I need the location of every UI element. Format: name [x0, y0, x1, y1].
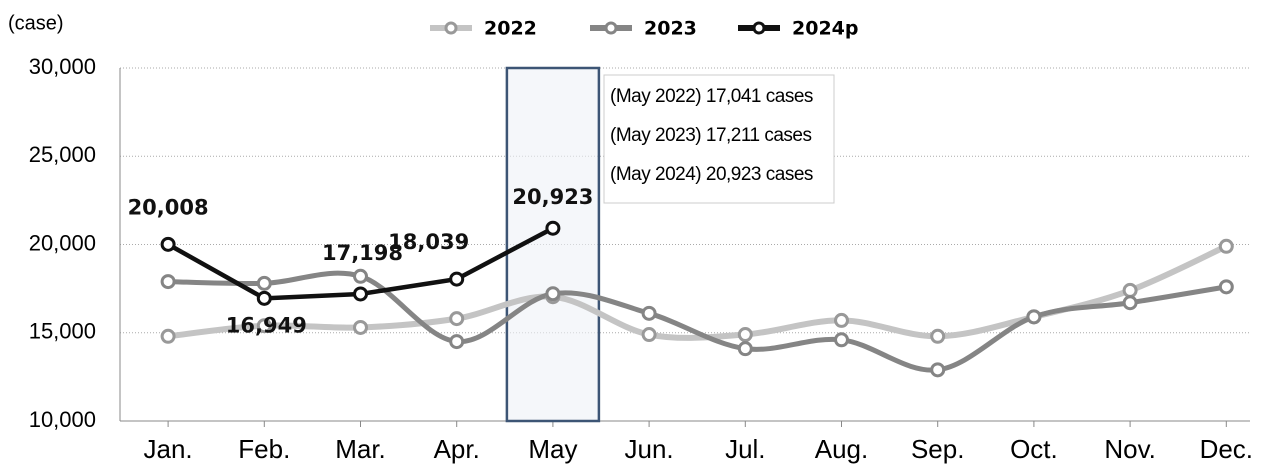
- marker: [641, 327, 657, 343]
- x-tick-label: Apr.: [434, 434, 480, 464]
- x-tick-label: Jul.: [725, 434, 765, 464]
- y-tick-label: 30,000: [29, 54, 96, 79]
- y-tick-label: 15,000: [29, 319, 96, 344]
- marker: [737, 327, 753, 343]
- annotation: (May 2024) 20,923 cases: [610, 164, 813, 185]
- annotation: (May 2023) 17,211 cases: [610, 125, 812, 146]
- annotation: (May 2022) 17,041 cases: [610, 86, 813, 107]
- x-tick-label: Nov.: [1104, 434, 1156, 464]
- marker: [1218, 238, 1234, 254]
- data-label: 17,198: [322, 241, 403, 265]
- data-label: 20,923: [512, 185, 593, 209]
- x-tick-label: Mar.: [335, 434, 386, 464]
- series-line: [168, 270, 1227, 373]
- marker: [256, 275, 272, 291]
- marker: [449, 271, 465, 287]
- x-tick-label: Feb.: [238, 434, 290, 464]
- legend-marker: [752, 21, 766, 35]
- marker: [449, 311, 465, 327]
- legend-label: 2023: [644, 18, 697, 40]
- y-tick-label: 25,000: [29, 142, 96, 167]
- legend-label: 2022: [484, 18, 537, 40]
- x-tick-label: Jun.: [625, 434, 674, 464]
- marker: [353, 268, 368, 284]
- marker: [1122, 282, 1138, 298]
- data-label: 16,949: [226, 313, 307, 337]
- marker: [641, 305, 657, 321]
- marker: [353, 286, 368, 302]
- x-tick-label: May: [528, 434, 577, 464]
- x-tick-label: Jan.: [144, 434, 193, 464]
- marker: [449, 334, 465, 350]
- marker: [160, 236, 176, 252]
- x-tick-label: Aug.: [815, 434, 869, 464]
- annotation-box: [603, 74, 835, 204]
- y-unit: (case): [8, 12, 64, 34]
- marker: [160, 274, 176, 290]
- x-tick-label: Dec.: [1200, 434, 1253, 464]
- x-tick-label: Sep.: [911, 434, 965, 464]
- marker: [930, 328, 946, 344]
- marker: [834, 312, 849, 328]
- marker: [1026, 309, 1042, 325]
- marker: [1122, 295, 1138, 311]
- y-tick-label: 10,000: [29, 407, 96, 432]
- marker: [834, 332, 849, 348]
- marker: [737, 341, 753, 357]
- marker: [160, 328, 176, 344]
- x-tick-label: Oct.: [1010, 434, 1058, 464]
- marker: [1218, 279, 1234, 295]
- data-label: 18,039: [388, 230, 469, 254]
- marker: [256, 290, 272, 306]
- marker: [256, 318, 272, 334]
- marker: [930, 362, 946, 378]
- legend-marker: [444, 21, 458, 35]
- legend-label: 2024p: [792, 18, 858, 40]
- marker: [545, 286, 561, 302]
- marker: [353, 319, 368, 335]
- marker: [545, 220, 561, 236]
- legend-marker: [604, 21, 618, 35]
- y-tick-label: 20,000: [29, 230, 96, 255]
- data-label: 20,008: [128, 195, 209, 219]
